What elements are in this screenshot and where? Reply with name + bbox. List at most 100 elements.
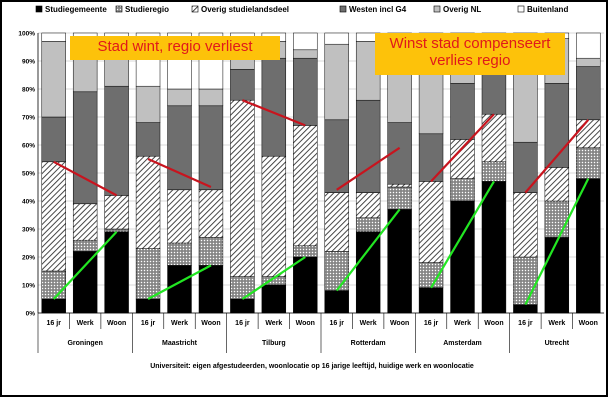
bar-segment-4 xyxy=(41,41,66,118)
bar-segment-0 xyxy=(481,181,507,314)
x-tick-label: Werk xyxy=(265,320,282,327)
legend-swatch xyxy=(517,5,525,13)
bar-segment-1 xyxy=(41,270,66,300)
bar-segment-2 xyxy=(293,125,318,247)
trend-line-green xyxy=(147,264,212,300)
group-label: Amsterdam xyxy=(443,340,482,347)
legend-swatch xyxy=(191,5,199,13)
trend-line-red xyxy=(430,113,495,183)
bar-segment-1 xyxy=(104,228,129,233)
bar-segment-0 xyxy=(41,298,66,314)
legend-label: Westen incl G4 xyxy=(349,5,407,14)
legend-label: Overig NL xyxy=(443,5,481,14)
trend-line-red xyxy=(241,99,306,127)
x-tick-label: Woon xyxy=(296,320,315,327)
bar-segment-2 xyxy=(481,113,507,163)
bar-segment-0 xyxy=(513,304,538,314)
bar-segment-2 xyxy=(135,155,161,249)
bar-segment-3 xyxy=(135,122,161,157)
x-tick-label: Woon xyxy=(201,320,220,327)
bar-segment-3 xyxy=(576,66,601,121)
group-label: Rotterdam xyxy=(351,340,386,347)
bar-segment-1 xyxy=(198,237,224,266)
bar-segment-3 xyxy=(261,57,287,157)
trend-line-green xyxy=(52,231,118,300)
bar-segment-0 xyxy=(355,231,381,314)
y-tick-label: 100% xyxy=(18,31,35,38)
bar-segment-0 xyxy=(167,265,192,314)
group-label: Tilburg xyxy=(262,340,286,347)
y-tick-label: 80% xyxy=(22,87,35,94)
bar-segment-3 xyxy=(324,119,349,193)
bar-segment-4 xyxy=(72,55,98,93)
bar-segment-2 xyxy=(387,183,412,188)
bar-segment-5 xyxy=(576,32,601,59)
bar-segment-1 xyxy=(355,217,381,233)
bar-segment-0 xyxy=(544,237,570,314)
bar-segment-3 xyxy=(41,116,66,163)
bar-segment-4 xyxy=(167,88,192,107)
bar-segment-2 xyxy=(355,192,381,219)
bar-segment-5 xyxy=(324,32,349,45)
y-tick-label: 40% xyxy=(22,199,35,206)
bar-segment-2 xyxy=(72,203,98,241)
bar-segment-4 xyxy=(198,88,224,107)
x-tick-label: Woon xyxy=(579,320,598,327)
bar-segment-2 xyxy=(198,189,224,238)
bar-segment-2 xyxy=(167,189,192,244)
bar-segment-3 xyxy=(450,83,475,140)
bar-segment-3 xyxy=(104,85,129,196)
annotation-stad-wint: Stad wint, regio verliest xyxy=(70,36,280,60)
x-tick-label: 16 jr xyxy=(47,320,62,327)
bar-segment-0 xyxy=(387,209,412,314)
x-tick-label: Woon xyxy=(107,320,126,327)
bar-segment-3 xyxy=(230,69,255,101)
bar-segment-3 xyxy=(355,99,381,193)
legend-label: Overig studielandsdeel xyxy=(201,5,289,14)
bar-segment-2 xyxy=(544,167,570,202)
bar-segment-2 xyxy=(418,181,444,263)
bar-segment-5 xyxy=(41,32,66,42)
bar-segment-0 xyxy=(418,287,444,314)
bar-segment-2 xyxy=(513,192,538,258)
y-tick-label: 30% xyxy=(22,227,35,234)
x-tick-label: 16 jr xyxy=(330,320,345,327)
bar-segment-0 xyxy=(72,251,98,314)
legend-swatch xyxy=(339,5,347,13)
trend-line-red xyxy=(336,146,401,191)
x-tick-label: Woon xyxy=(484,320,503,327)
y-tick-label: 10% xyxy=(22,283,35,290)
x-tick-label: 16 jr xyxy=(235,320,250,327)
group-label: Groningen xyxy=(67,340,102,347)
bar-segment-0 xyxy=(261,284,287,314)
legend-item-4: Overig NL xyxy=(433,5,481,14)
bar-segment-2 xyxy=(261,155,287,277)
bar-segment-0 xyxy=(135,298,161,314)
bar-segment-0 xyxy=(293,256,318,314)
bar-segment-3 xyxy=(72,91,98,205)
bar-segment-1 xyxy=(576,147,601,179)
bar-segment-4 xyxy=(293,49,318,59)
trend-line-red xyxy=(147,157,212,189)
bar-segment-4 xyxy=(576,57,601,67)
x-tick-label: Werk xyxy=(171,320,188,327)
bar-segment-0 xyxy=(324,290,349,314)
bar-segment-1 xyxy=(135,248,161,300)
annotation-winst-stad: Winst stad compenseert verlies regio xyxy=(375,33,565,75)
legend-item-1: Studieregio xyxy=(115,5,169,14)
x-tick-label: Werk xyxy=(454,320,471,327)
bar-segment-1 xyxy=(544,200,570,238)
bar-segment-1 xyxy=(72,239,98,252)
bar-segment-1 xyxy=(450,178,475,202)
bar-segment-1 xyxy=(324,251,349,291)
legend-swatch xyxy=(35,5,43,13)
chart-caption: Universiteit: eigen afgestudeerden, woon… xyxy=(150,363,474,370)
legend-item-0: Studiegemeente xyxy=(35,5,107,14)
group-label: Utrecht xyxy=(545,340,570,347)
trend-line-green xyxy=(241,256,306,300)
trend-line-green xyxy=(335,208,401,292)
legend-item-3: Westen incl G4 xyxy=(339,5,407,14)
group-label: Maastricht xyxy=(162,340,198,347)
x-tick-label: Werk xyxy=(360,320,377,327)
y-tick-label: 20% xyxy=(22,255,35,262)
